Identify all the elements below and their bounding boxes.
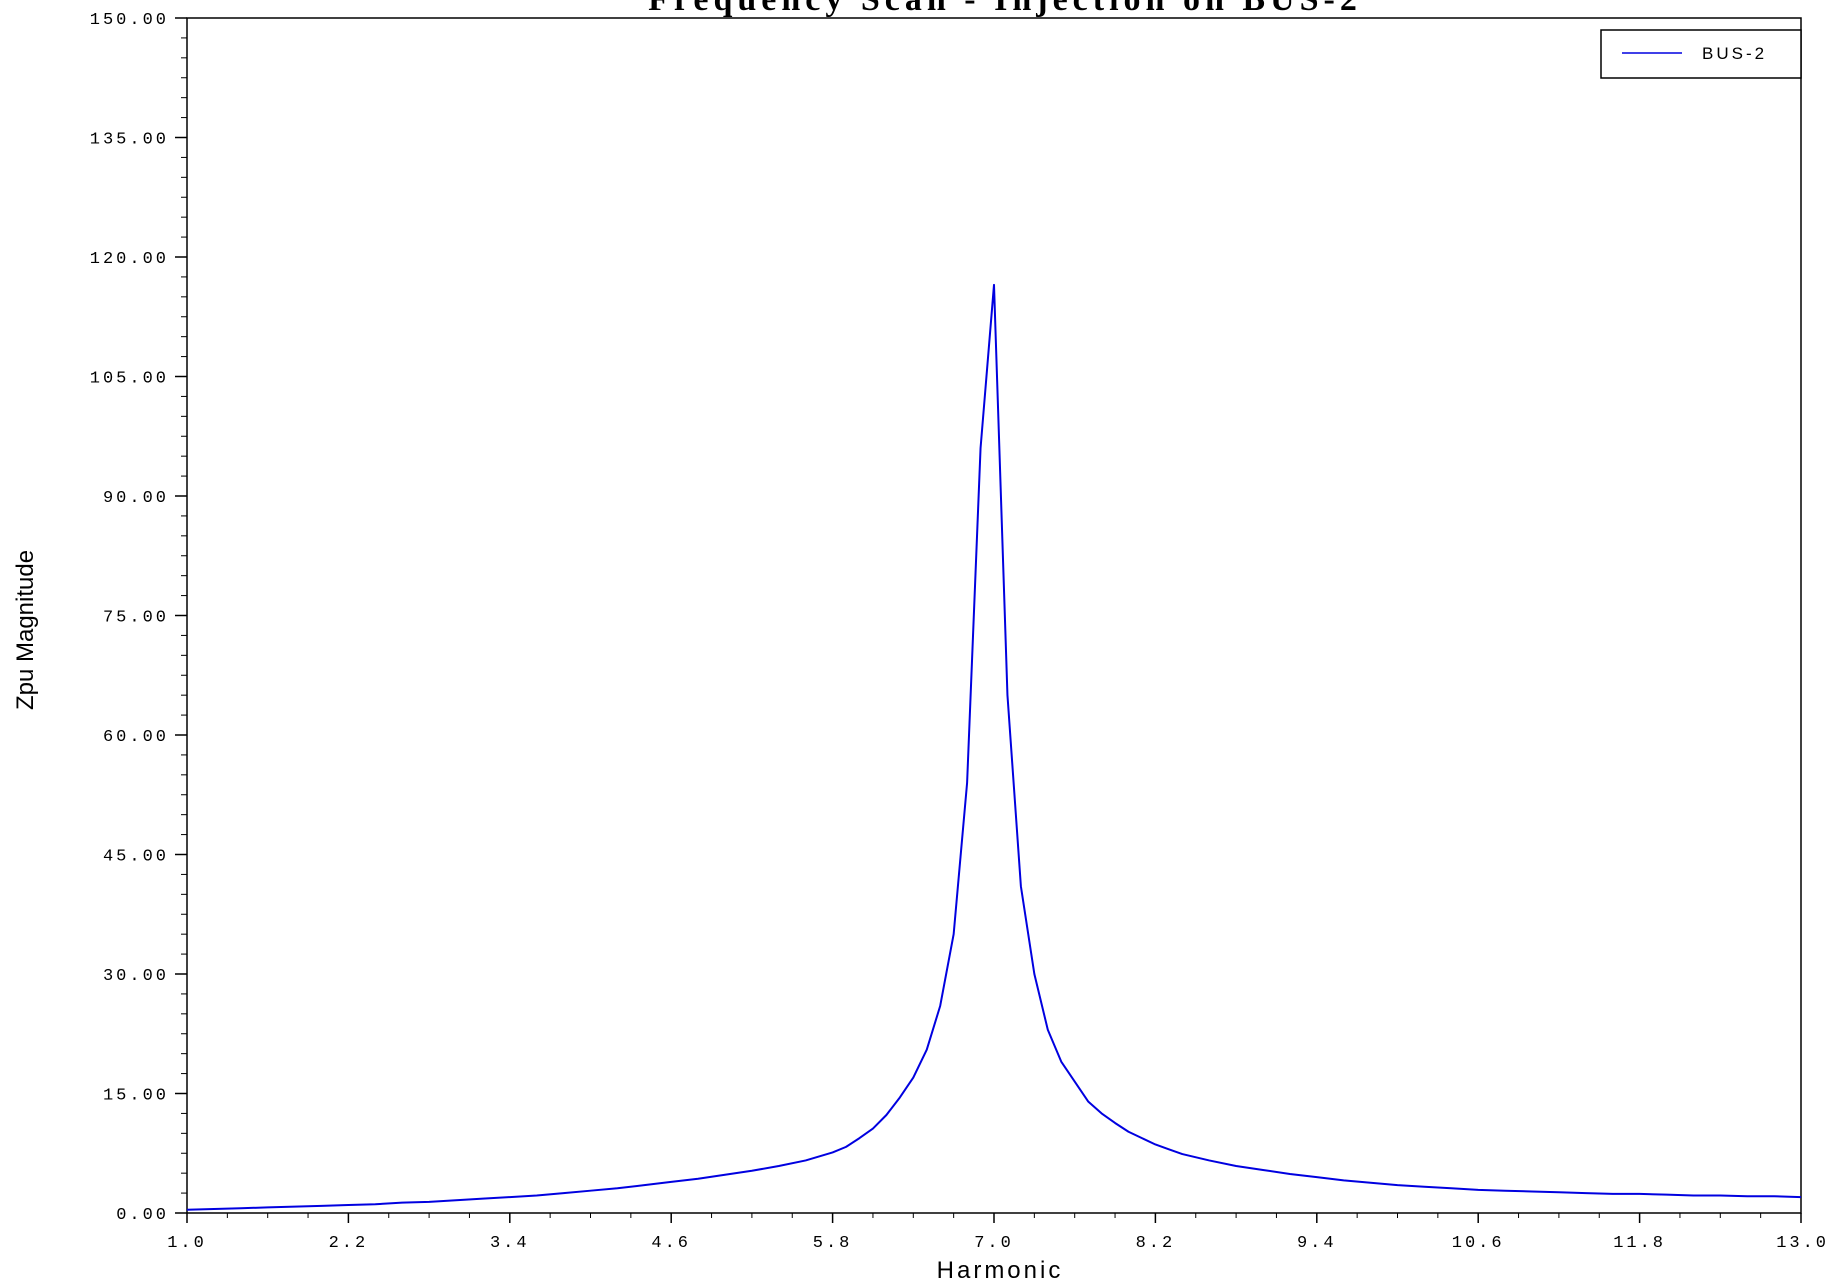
y-tick-label: 15.00: [103, 1087, 169, 1106]
legend-box: [1600, 29, 1802, 79]
x-tick-label: 10.6: [1452, 1234, 1505, 1253]
series-lines: [186, 283, 1802, 1211]
legend-label-bus-2: BUS-2: [1702, 44, 1767, 63]
x-axis-label: Harmonic: [937, 1257, 1064, 1284]
y-tick-label: 105.00: [90, 370, 169, 389]
y-tick-label: 90.00: [103, 489, 169, 508]
x-tick-label: 7.0: [974, 1234, 1014, 1253]
y-tick-label: 120.00: [90, 250, 169, 269]
y-tick-label: 0.00: [116, 1206, 169, 1225]
chart-title: Frequency Scan - Injection on BUS-2: [648, 0, 1362, 18]
y-tick-label: 150.00: [90, 11, 169, 30]
plot-axes: [186, 17, 1802, 1214]
x-tick-label: 13.0: [1776, 1234, 1829, 1253]
x-axis-ticks: 1.0 2.2 3.4 4.6 5.8 7.0 8.2 9.4 10.6 11.8 13.0: [167, 1213, 1829, 1253]
plot-frame: [186, 17, 1802, 1214]
x-tick-label: 4.6: [651, 1234, 691, 1253]
x-tick-label: 1.0: [167, 1234, 207, 1253]
series-line-bus-2: [186, 283, 1802, 1211]
y-axis-ticks: 0.00 15.00 30.00 45.00 60.00 75.00 90.00 105.00…: [90, 11, 187, 1225]
x-tick-label: 2.2: [329, 1234, 369, 1253]
y-tick-label: 60.00: [103, 728, 169, 747]
x-tick-label: 11.8: [1613, 1234, 1666, 1253]
y-tick-label: 75.00: [103, 609, 169, 628]
y-tick-label: 30.00: [103, 967, 169, 986]
y-axis-label: Zpu Magnitude: [12, 550, 39, 710]
y-tick-label: 45.00: [103, 848, 169, 867]
x-tick-label: 8.2: [1136, 1234, 1176, 1253]
y-tick-label: 135.00: [90, 131, 169, 150]
x-tick-label: 9.4: [1297, 1234, 1337, 1253]
legend: BUS-2: [1600, 29, 1802, 79]
x-tick-label: 5.8: [813, 1234, 853, 1253]
x-tick-label: 3.4: [490, 1234, 530, 1253]
